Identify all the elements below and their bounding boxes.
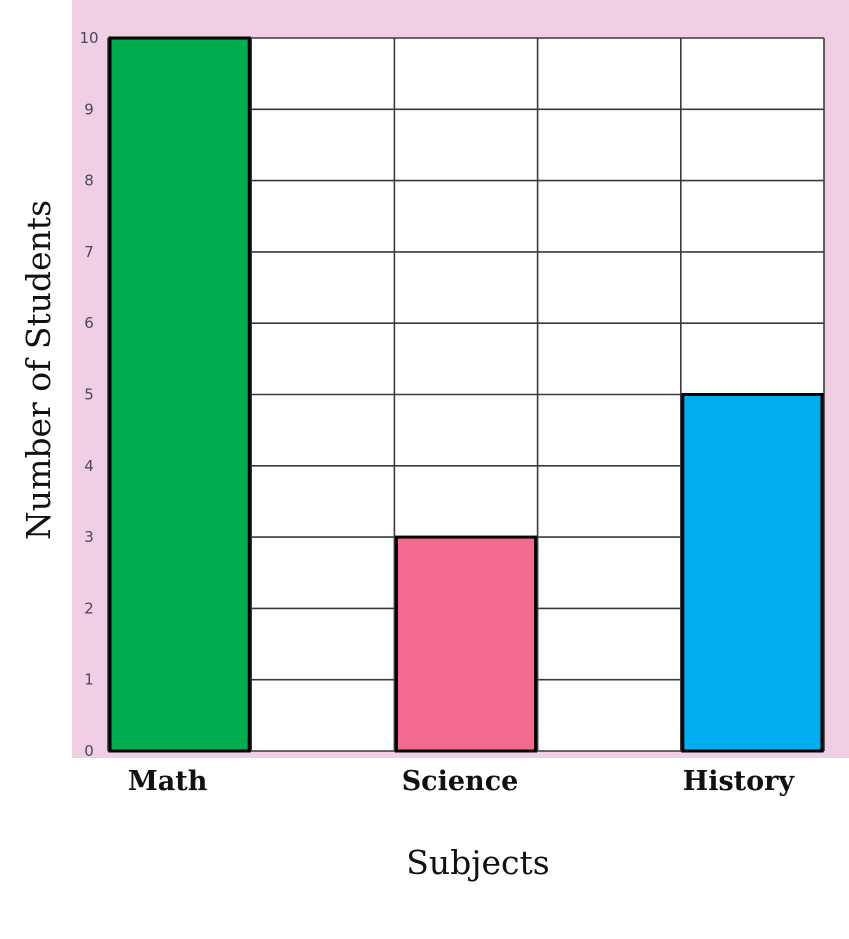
y-tick-label: 1 xyxy=(84,671,94,689)
y-tick-label: 3 xyxy=(84,528,94,546)
y-tick-label: 9 xyxy=(84,100,94,118)
y-tick-label: 10 xyxy=(79,29,98,47)
y-tick-label: 7 xyxy=(84,243,94,261)
y-tick-label: 0 xyxy=(84,742,94,760)
bar-math xyxy=(108,36,251,753)
x-category-label-science: Science xyxy=(402,766,519,797)
bars xyxy=(108,36,824,753)
y-tick-label: 5 xyxy=(84,386,94,404)
x-category-label-history: History xyxy=(683,766,796,797)
x-axis-title: Subjects xyxy=(406,843,549,882)
y-axis-title: Number of Students xyxy=(19,200,58,540)
y-tick-label: 8 xyxy=(84,172,94,190)
bar-science xyxy=(394,535,538,753)
y-tick-label: 6 xyxy=(84,314,94,332)
y-tick-label: 4 xyxy=(84,457,94,475)
x-category-labels: Math Science History xyxy=(128,766,796,797)
y-tick-label: 2 xyxy=(84,599,94,617)
bar-history xyxy=(681,393,824,753)
y-tick-labels: 0 1 2 3 4 5 6 7 8 9 10 xyxy=(79,29,98,760)
x-category-label-math: Math xyxy=(128,766,208,797)
